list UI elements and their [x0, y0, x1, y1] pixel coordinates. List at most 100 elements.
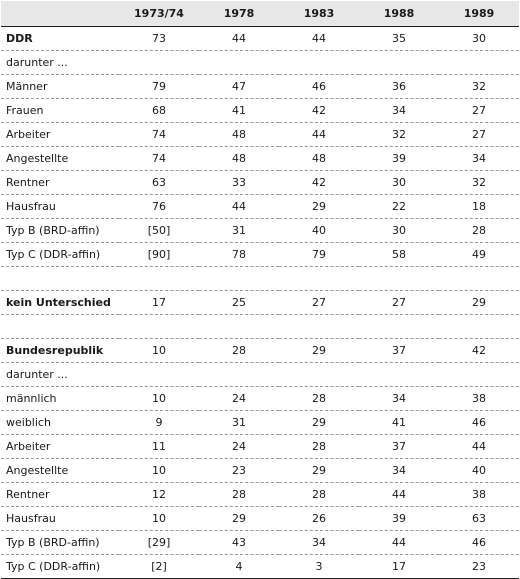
- row-label: Bundesrepublik: [1, 338, 119, 363]
- table-row: Hausfrau 76 44 29 22 18: [1, 194, 519, 219]
- table-cell: 78: [199, 242, 279, 267]
- table-cell: 29: [439, 290, 519, 315]
- table-cell: 23: [439, 554, 519, 579]
- table-cell: [359, 314, 439, 339]
- table-cell: 41: [199, 98, 279, 123]
- table-cell: 33: [199, 170, 279, 195]
- table-cell: 44: [279, 122, 359, 147]
- row-label: weiblich: [1, 410, 119, 435]
- table-cell: 27: [439, 98, 519, 123]
- row-label: Hausfrau: [1, 194, 119, 219]
- table-cell: 11: [119, 434, 199, 459]
- table-cell: [279, 314, 359, 339]
- table-cell: 44: [199, 194, 279, 219]
- table-cell: [119, 266, 199, 291]
- table-cell: 10: [119, 506, 199, 531]
- table-cell: 48: [199, 122, 279, 147]
- table-cell: 27: [359, 290, 439, 315]
- table-cell: 30: [359, 170, 439, 195]
- table-cell: [439, 362, 519, 387]
- table-cell: 34: [359, 98, 439, 123]
- table-cell: 31: [199, 410, 279, 435]
- table-cell: [119, 50, 199, 75]
- table-cell: 58: [359, 242, 439, 267]
- header-cell-1989: 1989: [439, 1, 519, 27]
- table-cell: 44: [279, 26, 359, 51]
- table-cell: 29: [279, 194, 359, 219]
- table-row: Typ B (BRD-affin) [50] 31 40 30 28: [1, 218, 519, 243]
- table-cell: 46: [439, 410, 519, 435]
- table-cell: 30: [359, 218, 439, 243]
- table-cell: [119, 314, 199, 339]
- table-row: Typ C (DDR-affin) [2] 4 3 17 23: [1, 554, 519, 579]
- table-cell: [439, 266, 519, 291]
- table-row: Bundesrepublik 10 28 29 37 42: [1, 338, 519, 363]
- row-label: DDR: [1, 26, 119, 51]
- row-label: darunter ...: [1, 50, 119, 75]
- table-row: Männer 79 47 46 36 32: [1, 74, 519, 99]
- table-cell: [439, 314, 519, 339]
- table-row: männlich 10 24 28 34 38: [1, 386, 519, 411]
- row-label: Angestellte: [1, 146, 119, 171]
- table-cell: 22: [359, 194, 439, 219]
- table-cell: 44: [359, 530, 439, 555]
- table-cell: 27: [279, 290, 359, 315]
- table-cell: 17: [119, 290, 199, 315]
- table-cell: 37: [359, 434, 439, 459]
- table-cell: 73: [119, 26, 199, 51]
- table-cell: 28: [279, 434, 359, 459]
- table-row: Typ B (BRD-affin) [29] 43 34 44 46: [1, 530, 519, 555]
- row-label: Typ C (DDR-affin): [1, 242, 119, 267]
- table-cell: [90]: [119, 242, 199, 267]
- row-label: kein Unterschied: [1, 290, 119, 315]
- table-cell: 42: [279, 98, 359, 123]
- table-cell: 49: [439, 242, 519, 267]
- table-body: DDR 73 44 44 35 30 darunter ... Männer 79 47 46 36 3…: [1, 26, 519, 579]
- row-label: Typ B (BRD-affin): [1, 530, 119, 555]
- table-row: Rentner 12 28 28 44 38: [1, 482, 519, 507]
- row-label: Angestellte: [1, 458, 119, 483]
- table-cell: 10: [119, 338, 199, 363]
- table-cell: [359, 362, 439, 387]
- table-cell: 30: [439, 26, 519, 51]
- table-cell: 9: [119, 410, 199, 435]
- table-cell: [50]: [119, 218, 199, 243]
- table-cell: 23: [199, 458, 279, 483]
- table-cell: 18: [439, 194, 519, 219]
- table-cell: 74: [119, 146, 199, 171]
- table-cell: 24: [199, 434, 279, 459]
- row-label: Typ B (BRD-affin): [1, 218, 119, 243]
- table-cell: 28: [199, 482, 279, 507]
- table-cell: 46: [439, 530, 519, 555]
- header-cell-1988: 1988: [359, 1, 439, 27]
- table-cell: 10: [119, 386, 199, 411]
- table-cell: 25: [199, 290, 279, 315]
- table-cell: 34: [359, 458, 439, 483]
- table-cell: [279, 50, 359, 75]
- table-cell: 79: [119, 74, 199, 99]
- table-cell: 76: [119, 194, 199, 219]
- table-cell: 46: [279, 74, 359, 99]
- table-cell: 3: [279, 554, 359, 579]
- table-cell: 29: [279, 338, 359, 363]
- table-cell: 36: [359, 74, 439, 99]
- table-cell: 24: [199, 386, 279, 411]
- row-label: darunter ...: [1, 362, 119, 387]
- table-cell: 63: [119, 170, 199, 195]
- table-cell: 47: [199, 74, 279, 99]
- table-cell: 28: [279, 386, 359, 411]
- table-cell: 34: [279, 530, 359, 555]
- table-cell: [199, 266, 279, 291]
- table-cell: 42: [279, 170, 359, 195]
- table-cell: 40: [439, 458, 519, 483]
- row-label: [1, 314, 119, 339]
- row-label: Hausfrau: [1, 506, 119, 531]
- table-cell: 79: [279, 242, 359, 267]
- table-row: Angestellte 74 48 48 39 34: [1, 146, 519, 171]
- row-label: männlich: [1, 386, 119, 411]
- table-row: Rentner 63 33 42 30 32: [1, 170, 519, 195]
- table-cell: [199, 362, 279, 387]
- table-row: Arbeiter 74 48 44 32 27: [1, 122, 519, 147]
